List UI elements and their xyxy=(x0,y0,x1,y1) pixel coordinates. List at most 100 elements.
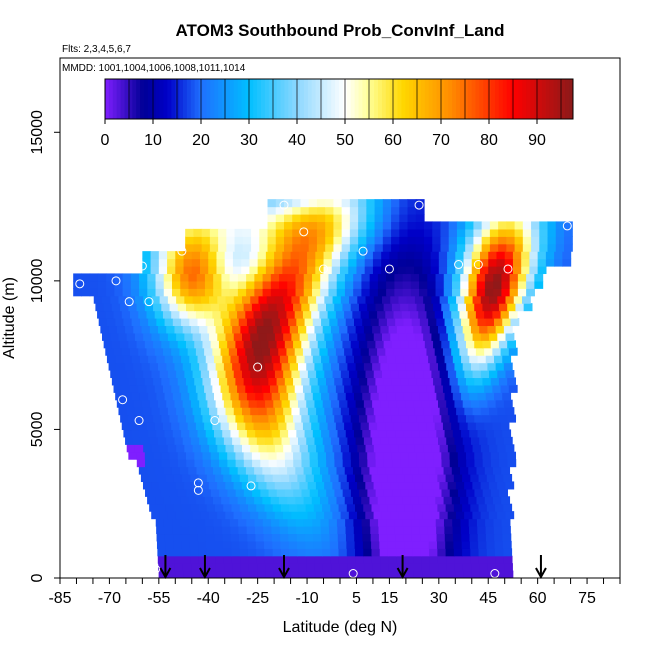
heatmap-cell xyxy=(374,236,384,245)
heatmap-cell xyxy=(173,503,183,512)
heatmap-cell xyxy=(476,518,486,527)
colorbar-segment xyxy=(105,79,110,119)
heatmap-cell xyxy=(231,540,240,549)
heatmap-cell xyxy=(235,488,245,497)
heatmap-cell xyxy=(177,377,187,386)
heatmap-cell xyxy=(398,407,408,416)
heatmap-cell xyxy=(383,340,393,349)
heatmap-cell xyxy=(239,540,249,549)
heatmap-cell xyxy=(256,399,266,408)
heatmap-cell xyxy=(246,429,256,438)
heatmap-cell xyxy=(158,251,168,260)
heatmap-cell xyxy=(488,570,497,578)
heatmap-cell xyxy=(474,488,484,497)
heatmap-cell xyxy=(341,228,351,237)
heatmap-cell xyxy=(185,228,195,237)
heatmap-cell xyxy=(484,496,494,505)
heatmap-cell xyxy=(323,266,333,275)
heatmap-cell xyxy=(367,451,377,460)
heatmap-cell xyxy=(317,451,327,460)
heatmap-cell xyxy=(235,414,245,423)
heatmap-cell xyxy=(401,310,411,319)
heatmap-cell xyxy=(424,236,433,245)
heatmap-cell xyxy=(210,488,220,497)
heatmap-cell xyxy=(275,228,285,237)
heatmap-cell xyxy=(187,384,197,393)
heatmap-cell xyxy=(455,481,465,490)
heatmap-cell xyxy=(248,325,258,334)
heatmap-cell xyxy=(268,303,278,312)
heatmap-cell xyxy=(118,370,128,379)
heatmap-cell xyxy=(398,295,408,304)
heatmap-cell xyxy=(164,318,174,327)
heatmap-cell xyxy=(263,533,273,542)
heatmap-cell xyxy=(218,303,228,312)
heatmap-cell xyxy=(488,251,498,260)
heatmap-cell xyxy=(320,273,330,282)
heatmap-cell xyxy=(141,362,151,371)
heatmap-cell xyxy=(406,444,416,453)
sample-point xyxy=(246,481,256,491)
heatmap-cell xyxy=(316,228,326,237)
heatmap-cell xyxy=(210,377,220,386)
heatmap-cell xyxy=(431,481,441,490)
heatmap-cell xyxy=(122,280,132,289)
heatmap-cell xyxy=(441,459,451,468)
heatmap-cell xyxy=(387,533,396,542)
colorbar-segment xyxy=(159,79,164,119)
heatmap-cell xyxy=(306,563,316,572)
heatmap-cell xyxy=(217,511,226,520)
heatmap-cell xyxy=(341,221,351,230)
heatmap-cell xyxy=(159,332,169,341)
heatmap-cell xyxy=(562,258,572,267)
heatmap-cell xyxy=(386,288,395,297)
heatmap-cell xyxy=(147,288,157,297)
heatmap-cell xyxy=(238,533,248,542)
heatmap-cell xyxy=(460,466,469,475)
heatmap-cell xyxy=(422,251,432,260)
heatmap-cell xyxy=(378,355,388,364)
heatmap-cell xyxy=(529,258,539,267)
heatmap-cell xyxy=(306,362,316,371)
heatmap-cell xyxy=(111,303,121,312)
heatmap-cell xyxy=(484,273,494,282)
heatmap-cell xyxy=(545,251,555,260)
heatmap-cell xyxy=(282,266,292,275)
heatmap-cell xyxy=(400,459,410,468)
heatmap-cell xyxy=(428,429,437,438)
heatmap-cell xyxy=(290,258,300,267)
heatmap-cell xyxy=(317,459,327,468)
heatmap-cell xyxy=(419,392,429,401)
heatmap-cell xyxy=(361,288,371,297)
heatmap-cell xyxy=(176,407,185,416)
heatmap-cell xyxy=(475,384,485,393)
heatmap-cell xyxy=(366,206,376,215)
heatmap-cell xyxy=(110,295,120,304)
heatmap-cell xyxy=(459,384,469,393)
heatmap-cell xyxy=(449,459,459,468)
heatmap-cell xyxy=(243,451,253,460)
heatmap-cell xyxy=(482,340,492,349)
heatmap-cell xyxy=(459,422,469,431)
heatmap-cell xyxy=(382,332,391,341)
heatmap-cell xyxy=(242,243,252,252)
heatmap-cell xyxy=(120,377,129,386)
heatmap-cell xyxy=(452,518,462,527)
heatmap-cell xyxy=(113,310,123,319)
heatmap-cell xyxy=(505,370,515,379)
heatmap-cell xyxy=(440,236,450,245)
heatmap-cell xyxy=(249,258,259,267)
heatmap-cell xyxy=(464,295,474,304)
heatmap-cell xyxy=(514,228,524,237)
heatmap-cell xyxy=(192,407,202,416)
heatmap-cell xyxy=(314,563,324,572)
heatmap-cell xyxy=(167,444,177,453)
heatmap-cell xyxy=(325,228,335,237)
heatmap-cell xyxy=(271,355,281,364)
heatmap-cell xyxy=(215,325,225,334)
heatmap-cell xyxy=(473,243,483,252)
heatmap-cell xyxy=(427,273,437,282)
heatmap-cell xyxy=(346,474,356,483)
heatmap-cell xyxy=(306,399,316,408)
heatmap-cell xyxy=(151,407,161,416)
